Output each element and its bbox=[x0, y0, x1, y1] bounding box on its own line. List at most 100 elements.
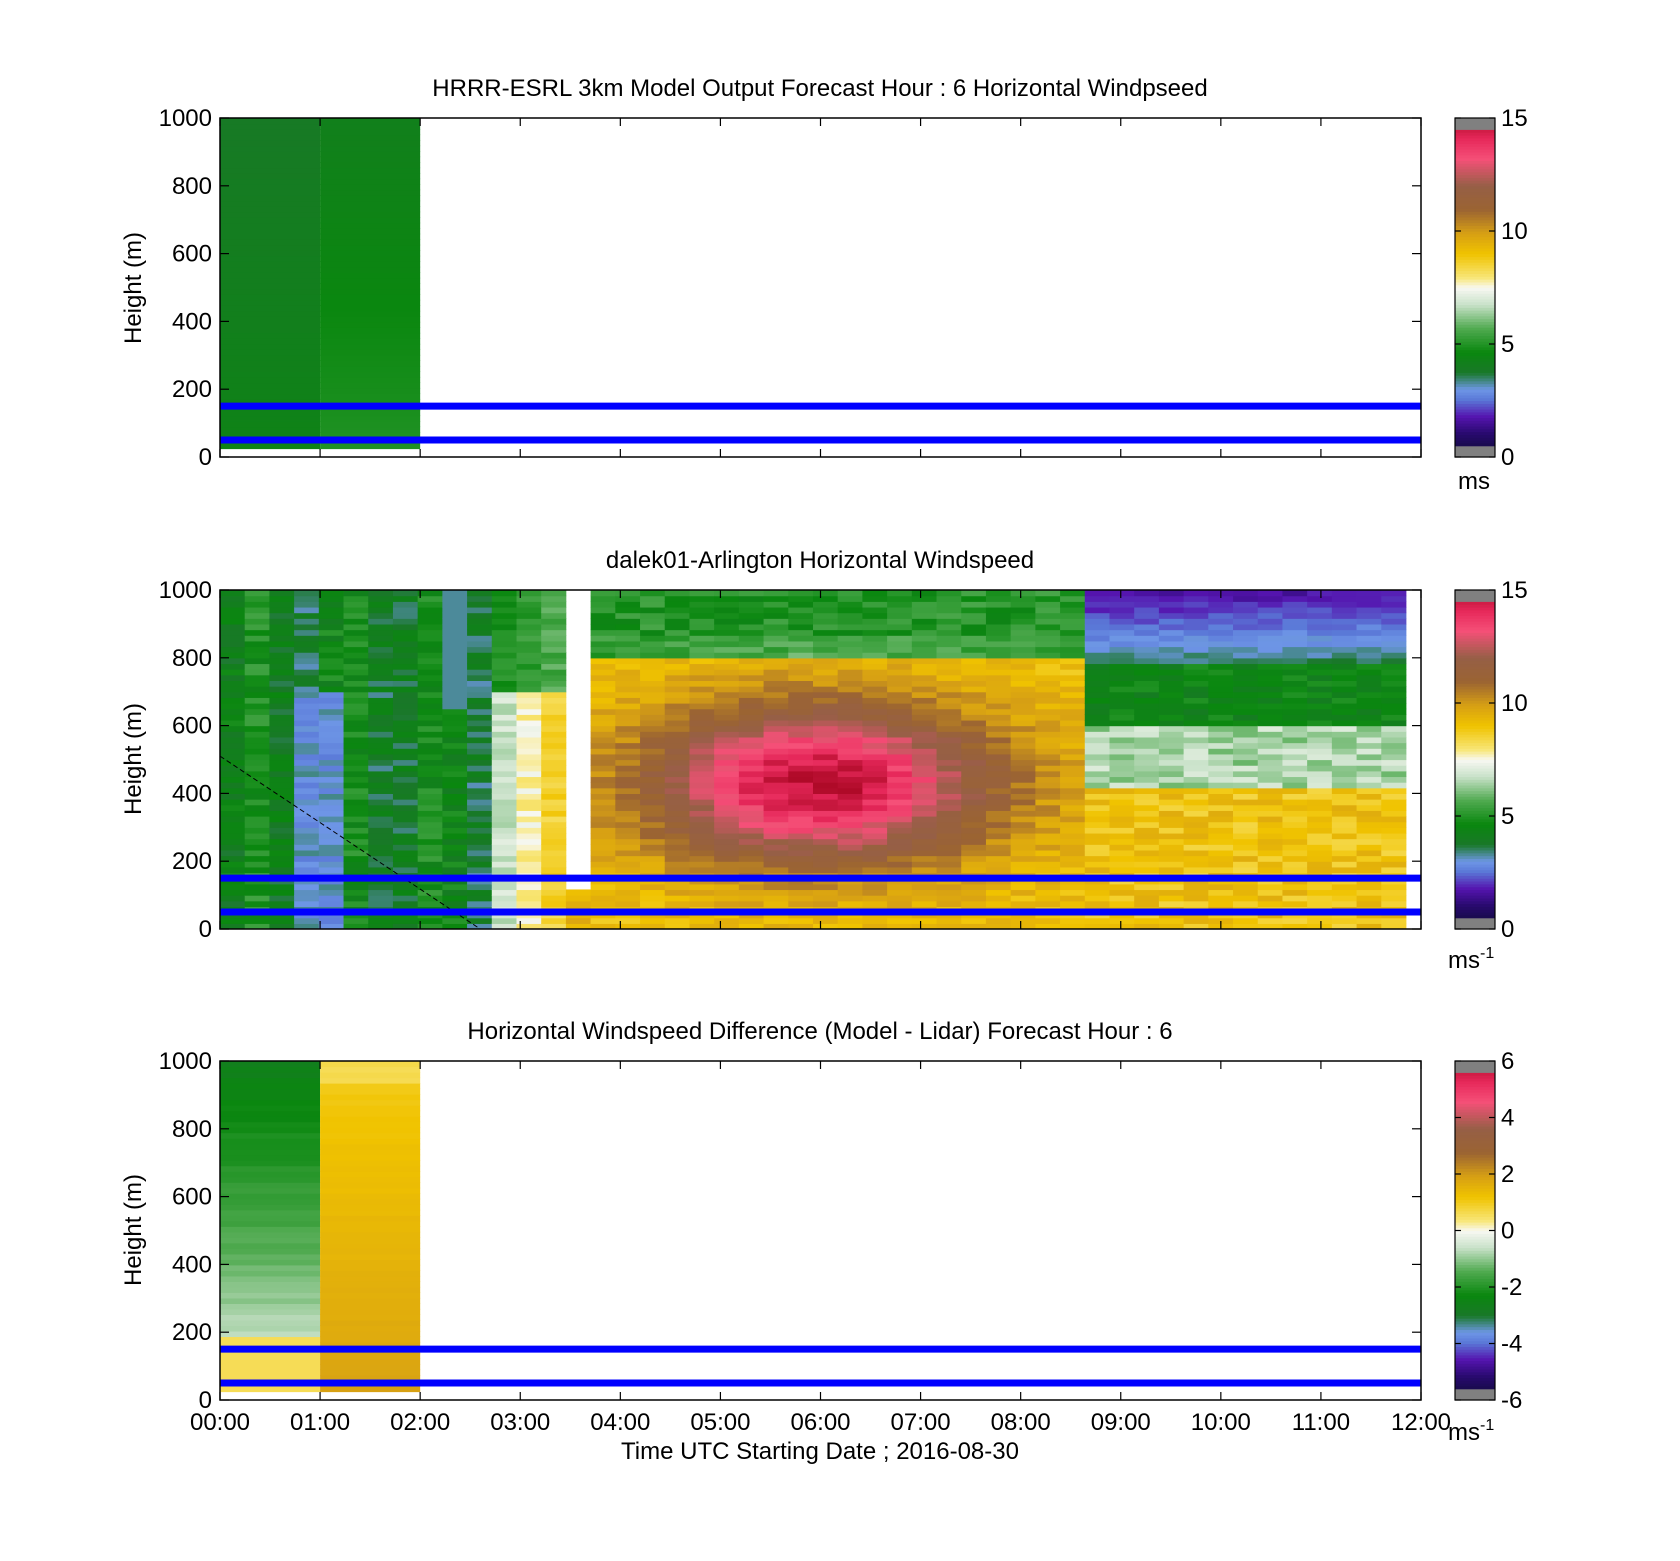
heatmap-cell bbox=[244, 736, 270, 744]
heatmap-cell bbox=[343, 770, 369, 778]
heatmap-cell bbox=[1035, 686, 1061, 693]
heatmap-cell bbox=[640, 793, 666, 800]
heatmap-cell bbox=[320, 398, 421, 406]
heatmap-cell bbox=[985, 810, 1012, 817]
heatmap-cell bbox=[985, 686, 1012, 693]
heatmap-cell bbox=[244, 866, 270, 874]
heatmap-cell bbox=[590, 674, 616, 681]
heatmap-cell bbox=[911, 652, 937, 659]
heatmap-cell bbox=[1282, 703, 1308, 710]
heatmap-cell bbox=[1233, 606, 1259, 614]
heatmap-cell bbox=[417, 793, 443, 800]
heatmap-cell bbox=[417, 646, 443, 653]
heatmap-cell bbox=[961, 708, 987, 715]
heatmap-cell bbox=[763, 765, 789, 772]
heatmap-cell bbox=[1035, 697, 1061, 704]
heatmap-cell bbox=[590, 844, 616, 851]
heatmap-cell bbox=[936, 635, 962, 642]
heatmap-cell bbox=[220, 832, 246, 840]
heatmap-cell bbox=[1356, 923, 1382, 929]
heatmap-cell bbox=[1158, 663, 1185, 670]
heatmap-cell bbox=[368, 889, 394, 896]
heatmap-cell bbox=[714, 748, 740, 755]
colorbar-segment bbox=[1455, 787, 1495, 792]
heatmap-cell bbox=[1257, 810, 1283, 817]
heatmap-cell bbox=[590, 663, 616, 670]
heatmap-cell bbox=[664, 917, 690, 924]
heatmap-cell bbox=[244, 776, 270, 783]
heatmap-cell bbox=[368, 731, 394, 738]
colorbar-segment bbox=[1455, 1213, 1495, 1217]
heatmap-cell bbox=[1307, 736, 1333, 744]
heatmap-cell bbox=[1084, 776, 1110, 783]
heatmap-cell bbox=[985, 635, 1012, 642]
heatmap-cell bbox=[837, 652, 863, 659]
heatmap-cell bbox=[714, 612, 740, 619]
heatmap-cell bbox=[516, 719, 542, 727]
heatmap-cell bbox=[320, 1270, 421, 1277]
colorbar-segment bbox=[1455, 338, 1495, 342]
heatmap-cell bbox=[541, 680, 567, 687]
heatmap-cell bbox=[417, 623, 443, 631]
heatmap-cell bbox=[541, 674, 567, 681]
heatmap-cell bbox=[320, 382, 421, 389]
heatmap-cell bbox=[417, 708, 443, 715]
heatmap-cell bbox=[887, 844, 913, 851]
colorbar-segment bbox=[1455, 1278, 1495, 1282]
heatmap-cell bbox=[467, 883, 493, 891]
heatmap-cell bbox=[1158, 804, 1185, 811]
heatmap-cell bbox=[320, 387, 421, 395]
heatmap-cell bbox=[516, 900, 542, 907]
colorbar-segment bbox=[1455, 1284, 1495, 1288]
heatmap-cell bbox=[442, 686, 468, 693]
heatmap-cell bbox=[244, 595, 270, 602]
heatmap-cell bbox=[961, 799, 987, 806]
colorbar-segment bbox=[1455, 1199, 1495, 1203]
heatmap-cell bbox=[738, 601, 764, 608]
heatmap-cell bbox=[887, 866, 913, 874]
heatmap-cell bbox=[936, 629, 962, 636]
heatmap-cell bbox=[1208, 719, 1234, 727]
heatmap-cell bbox=[244, 623, 270, 631]
heatmap-cell bbox=[812, 708, 839, 715]
heatmap-cell bbox=[467, 895, 493, 902]
heatmap-cell bbox=[1060, 691, 1086, 698]
heatmap-cell bbox=[1084, 883, 1110, 891]
heatmap-cell bbox=[788, 782, 814, 789]
colorbar-segment bbox=[1455, 880, 1495, 885]
heatmap-cell bbox=[936, 782, 962, 789]
heatmap-cell bbox=[1208, 770, 1234, 778]
colorbar-segment bbox=[1455, 219, 1495, 224]
heatmap-cell bbox=[343, 861, 369, 868]
heatmap-cell bbox=[1183, 640, 1209, 648]
colorbar-segment bbox=[1455, 906, 1495, 910]
heatmap-cell bbox=[961, 816, 987, 823]
colorbar-segment bbox=[1455, 1309, 1495, 1314]
heatmap-cell bbox=[714, 855, 740, 862]
heatmap-cell bbox=[392, 770, 419, 778]
heatmap-cell bbox=[220, 889, 246, 896]
heatmap-cell bbox=[1233, 742, 1259, 749]
heatmap-cell bbox=[738, 855, 764, 862]
heatmap-cell bbox=[862, 810, 888, 817]
heatmap-cell bbox=[664, 770, 690, 778]
heatmap-cell bbox=[318, 652, 344, 659]
heatmap-cell bbox=[887, 765, 913, 772]
heatmap-cell bbox=[220, 173, 321, 180]
heatmap-cell bbox=[1183, 612, 1209, 619]
heatmap-cell bbox=[220, 793, 246, 800]
heatmap-cell bbox=[1010, 776, 1036, 783]
heatmap-cell bbox=[1381, 844, 1407, 851]
heatmap-cell bbox=[1134, 900, 1160, 907]
heatmap-cell bbox=[1134, 889, 1160, 896]
colorbar-segment bbox=[1455, 445, 1495, 450]
heatmap-cell bbox=[442, 787, 468, 794]
heatmap-cell bbox=[1356, 680, 1382, 687]
heatmap-cell bbox=[1233, 838, 1259, 845]
heatmap-cell bbox=[442, 844, 468, 851]
heatmap-cell bbox=[1109, 821, 1135, 828]
heatmap-cell bbox=[1282, 612, 1308, 619]
heatmap-cell bbox=[1331, 838, 1357, 845]
heatmap-cell bbox=[1282, 849, 1308, 857]
colorbar-segment bbox=[1455, 883, 1495, 888]
